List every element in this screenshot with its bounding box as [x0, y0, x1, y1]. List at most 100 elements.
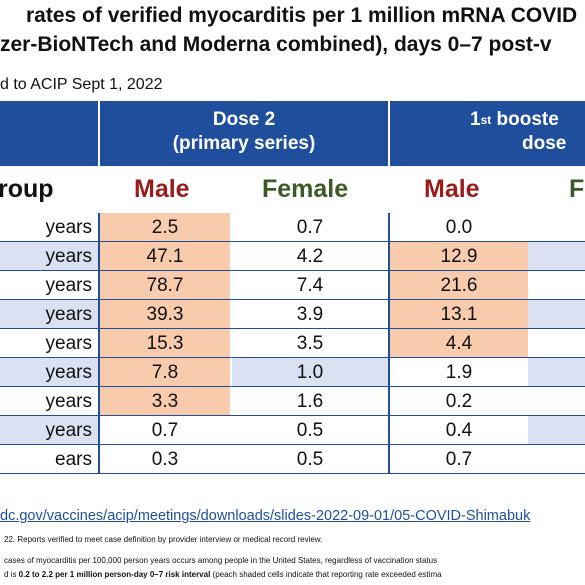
peach-shade: [100, 329, 230, 358]
col-male-booster: Male: [424, 175, 480, 203]
col-female-booster: F: [569, 175, 585, 203]
female-dose2-cell: 1.6: [296, 391, 324, 412]
peach-shade: [390, 271, 528, 300]
female-dose2-cell: 0.5: [296, 449, 324, 470]
male-booster-cell: 0.4: [445, 420, 473, 441]
row-divider: [0, 270, 585, 271]
male-booster-cell: 4.4: [445, 333, 473, 354]
dose2-header-line2: (primary series): [172, 133, 316, 154]
male-booster-cell: 0.2: [445, 391, 473, 412]
age-group-cell: ears: [55, 449, 92, 470]
age-group-cell: years: [45, 420, 92, 441]
column-subheader: roup Male Female Male F: [0, 166, 585, 213]
title-line-2: zer-BioNTech and Moderna combined), days…: [0, 33, 552, 56]
age-group-cell: years: [45, 304, 92, 325]
row-divider: [0, 241, 585, 242]
table-row: years 2.5 0.7 0.0: [0, 213, 585, 242]
male-booster-cell: 13.1: [440, 304, 478, 325]
booster-header-line1: booste: [496, 109, 559, 130]
row-divider: [0, 415, 585, 416]
peach-shade: [100, 271, 230, 300]
peach-shade: [390, 300, 528, 329]
female-dose2-cell: 3.9: [296, 304, 324, 325]
age-group-cell: years: [45, 217, 92, 238]
male-dose2-cell: 7.8: [151, 362, 179, 383]
table-row: years 39.3 3.9 13.1: [0, 300, 585, 329]
table-row: years 3.3 1.6 0.2: [0, 387, 585, 416]
male-dose2-cell: 0.3: [151, 449, 179, 470]
row-divider: [0, 299, 585, 300]
male-dose2-cell: 47.1: [146, 246, 184, 267]
booster-header: 1st booste dose: [470, 108, 585, 156]
footnote-3-post: (peach shaded cells indicate that report…: [210, 570, 442, 579]
dose2-header-line1: Dose 2: [212, 109, 276, 130]
peach-shade: [100, 213, 230, 242]
table-row: ears 0.3 0.5 0.7: [0, 445, 585, 474]
female-dose2-cell: 1.0: [296, 362, 324, 383]
row-shade: [0, 242, 98, 271]
row-shade: [0, 416, 98, 445]
row-divider: [0, 357, 585, 358]
age-group-cell: years: [45, 362, 92, 383]
age-group-cell: years: [45, 391, 92, 412]
peach-shade: [100, 242, 230, 271]
row-divider: [0, 386, 585, 387]
footnote-1: 22. Reports verified to meet case defini…: [4, 535, 323, 544]
col-male-dose2: Male: [134, 175, 190, 203]
male-booster-cell: 0.0: [445, 217, 473, 238]
male-dose2-cell: 0.7: [151, 420, 179, 441]
row-divider: [0, 444, 585, 445]
row-divider: [0, 328, 585, 329]
male-dose2-cell: 2.5: [151, 217, 179, 238]
booster-header-sup: st: [480, 113, 492, 127]
footnote-3: d is 0.2 to 2.2 per 1 million person-day…: [4, 570, 442, 579]
table-header: Dose 2 (primary series) 1st booste dose: [0, 101, 585, 166]
booster-header-number: 1: [470, 109, 481, 130]
age-group-cell: years: [45, 275, 92, 296]
peach-shade: [390, 242, 528, 271]
male-dose2-cell: 78.7: [146, 275, 184, 296]
female-dose2-cell: 4.2: [296, 246, 324, 267]
male-booster-cell: 21.6: [440, 275, 478, 296]
male-booster-cell: 0.7: [445, 449, 473, 470]
header-separator: [98, 101, 100, 166]
table-row: years 47.1 4.2 12.9: [0, 242, 585, 271]
male-dose2-cell: 39.3: [146, 304, 184, 325]
footnote-2: cases of myocarditis per 100,000 person …: [4, 556, 438, 565]
blue-shade: [528, 300, 585, 329]
column-divider: [98, 213, 100, 474]
peach-shade: [390, 329, 528, 358]
col-age-group: roup: [0, 175, 54, 203]
table-row: years 0.7 0.5 0.4: [0, 416, 585, 445]
booster-header-line2: dose: [522, 133, 567, 154]
table-row: years 7.8 1.0 1.9: [0, 358, 585, 387]
row-divider: [0, 473, 585, 474]
male-dose2-cell: 3.3: [151, 391, 179, 412]
blue-shade: [528, 416, 585, 445]
blue-shade: [232, 358, 388, 387]
footnote-3-pre: d is: [4, 570, 19, 579]
dose2-header: Dose 2 (primary series): [100, 108, 388, 156]
source-link[interactable]: dc.gov/vaccines/acip/meetings/downloads/…: [0, 508, 531, 524]
header-separator: [388, 101, 390, 166]
age-group-cell: years: [45, 333, 92, 354]
table-row: years 15.3 3.5 4.4: [0, 329, 585, 358]
male-booster-cell: 1.9: [445, 362, 473, 383]
col-female-dose2: Female: [262, 175, 349, 203]
peach-shade: [100, 358, 230, 387]
male-dose2-cell: 15.3: [146, 333, 184, 354]
peach-shade: [100, 300, 230, 329]
age-group-cell: years: [45, 246, 92, 267]
subtitle: d to ACIP Sept 1, 2022: [0, 76, 163, 93]
male-booster-cell: 12.9: [440, 246, 478, 267]
row-shade: [0, 300, 98, 329]
female-dose2-cell: 3.5: [296, 333, 324, 354]
column-divider: [388, 213, 390, 474]
blue-shade: [528, 242, 585, 271]
female-dose2-cell: 0.7: [296, 217, 324, 238]
peach-shade: [100, 387, 230, 416]
footnote-3-bold: 0.2 to 2.2 per 1 million person-day 0–7 …: [18, 570, 211, 579]
title-line-1: rates of verified myocarditis per 1 mill…: [26, 4, 578, 27]
female-dose2-cell: 0.5: [296, 420, 324, 441]
blue-shade: [528, 358, 585, 387]
